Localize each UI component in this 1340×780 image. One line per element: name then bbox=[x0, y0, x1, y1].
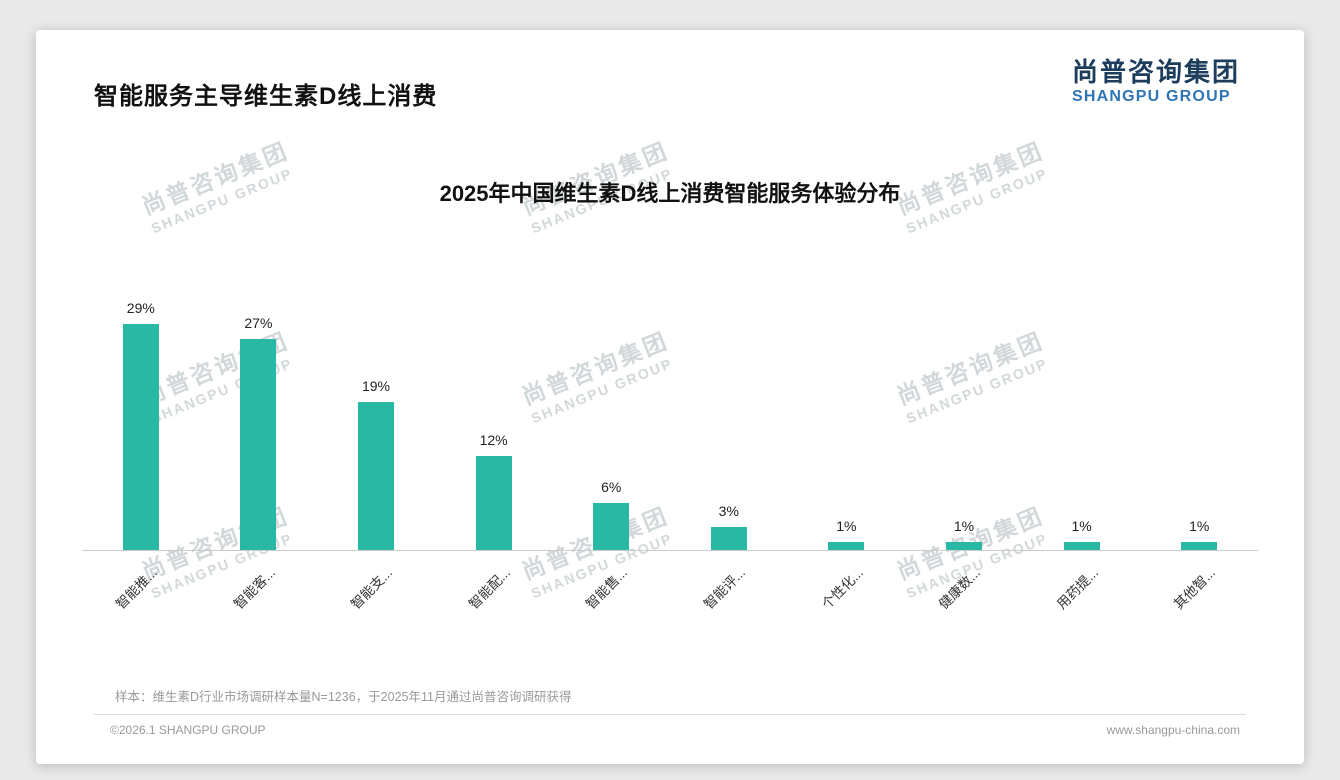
bar-value-label: 27% bbox=[244, 315, 273, 331]
brand-logo-english: SHANGPU GROUP bbox=[1071, 87, 1231, 105]
x-axis-label: 健康数... bbox=[936, 564, 984, 613]
sample-note: 样本：维生素D行业市场调研样本量N=1236，于2025年11月通过尚普咨询调研… bbox=[115, 690, 572, 704]
footer: ©2026.1 SHANGPU GROUP www.shangpu-china.… bbox=[94, 714, 1246, 737]
footer-copyright: ©2026.1 SHANGPU GROUP bbox=[110, 723, 266, 737]
bar-1 bbox=[240, 339, 277, 550]
x-axis-label: 用药提... bbox=[1053, 564, 1102, 613]
x-axis-label: 智能配... bbox=[465, 564, 514, 613]
bar-value-label: 19% bbox=[361, 378, 391, 394]
x-axis-label: 智能售... bbox=[583, 564, 631, 613]
x-axis-label: 智能推... bbox=[113, 564, 161, 613]
bar-value-label: 1% bbox=[1189, 518, 1210, 534]
x-axis-line bbox=[82, 550, 1258, 551]
bar-8 bbox=[1063, 542, 1100, 550]
bar-5 bbox=[710, 527, 747, 550]
chart-title: 2025年中国维生素D线上消费智能服务体验分布 bbox=[439, 181, 901, 206]
bar-value-label: 29% bbox=[126, 300, 155, 316]
x-axis-label: 智能评... bbox=[701, 564, 749, 613]
brand-logo: 尚普咨询集团 SHANGPU GROUP bbox=[1071, 57, 1240, 106]
bar-value-label: 12% bbox=[479, 432, 508, 448]
bar-0 bbox=[122, 324, 159, 550]
x-axis-label: 智能客... bbox=[230, 564, 278, 613]
bar-value-label: 1% bbox=[1071, 518, 1092, 534]
bar-7 bbox=[946, 542, 982, 550]
bar-2 bbox=[358, 402, 394, 550]
bar-value-label: 6% bbox=[601, 479, 622, 495]
bar-value-label: 3% bbox=[718, 503, 739, 519]
bar-3 bbox=[475, 456, 512, 550]
bar-6 bbox=[828, 542, 865, 550]
bar-4 bbox=[593, 503, 630, 550]
brand-logo-chinese: 尚普咨询集团 bbox=[1071, 57, 1240, 87]
report-card: 尚普咨询集团 SHANGPU GROUP 尚普咨询集团 SHANGPU GROUP 尚普… bbox=[36, 30, 1304, 764]
bar-value-label: 1% bbox=[836, 518, 857, 534]
bar-9 bbox=[1181, 542, 1218, 550]
x-axis-label: 个性化... bbox=[818, 564, 866, 613]
page-title: 智能服务主导维生素D线上消费 bbox=[94, 83, 438, 110]
bar-chart-plot-area: 29% 智能推... 27% 智能客... 19% 智能支... 12% 智能配... 6% 智能… bbox=[82, 208, 1258, 648]
footer-website: www.shangpu-china.com bbox=[1106, 723, 1240, 737]
x-axis-label: 智能支... bbox=[348, 564, 396, 613]
bar-value-label: 1% bbox=[953, 518, 975, 534]
x-axis-label: 其他智... bbox=[1171, 564, 1219, 613]
